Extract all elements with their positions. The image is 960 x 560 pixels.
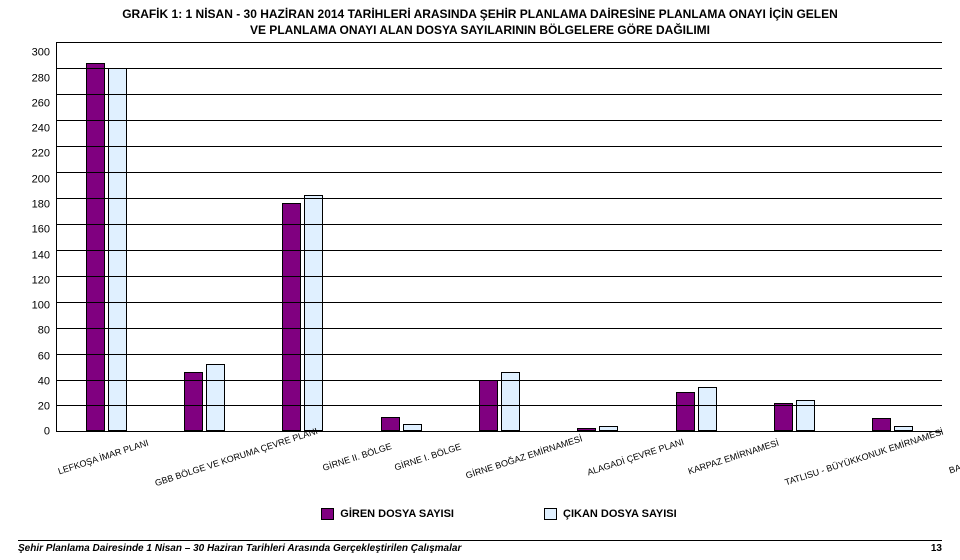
bar-outgoing [403,424,422,432]
y-tick-label: 180 [32,199,50,210]
y-tick-label: 280 [32,73,50,84]
x-tick-label: ALAGADİ ÇEVRE PLANI [585,432,686,504]
x-tick-label: GİRNE I. BÖLGE [393,432,463,504]
bar-incoming [282,203,301,431]
bar-outgoing [304,195,323,431]
y-tick-label: 120 [32,275,50,286]
bar-outgoing [501,372,520,432]
legend-label-outgoing: ÇIKAN DOSYA SAYISI [563,508,677,520]
legend-swatch-incoming [321,508,334,520]
y-tick-label: 220 [32,149,50,160]
y-tick-label: 0 [44,427,50,438]
y-tick-label: 60 [38,351,50,362]
grid-line [57,94,942,95]
bar-group [844,42,942,431]
bar-outgoing [894,426,913,431]
x-tick-label: GBB BÖLGE VE KORUMA ÇEVRE PLANI [151,432,322,504]
grid-line [57,354,942,355]
grid-line [57,380,942,381]
x-tick-label: BAFRA EMİRNAMESİ [947,432,960,504]
y-tick-label: 200 [32,174,50,185]
plot-area [56,42,942,432]
grid-line [57,68,942,69]
y-tick-label: 100 [32,301,50,312]
chart-title: GRAFİK 1: 1 NİSAN - 30 HAZİRAN 2014 TARİ… [18,6,942,38]
bar-group [647,42,745,431]
grid-line [57,302,942,303]
x-axis: LEFKOŞA İMAR PLANIGBB BÖLGE VE KORUMA ÇE… [56,432,942,504]
bar-group [254,42,352,431]
footer-text: Şehir Planlama Dairesinde 1 Nisan – 30 H… [18,543,461,554]
y-tick-label: 80 [38,326,50,337]
y-axis: 300 280 260 240 220 200 180 160 140 120 100 80 60 40 2… [18,42,56,432]
x-tick-label: LEFKOŞA İMAR PLANI [56,432,151,504]
bar-incoming [381,417,400,431]
footer-page-number: 13 [931,543,942,554]
bar-outgoing [698,387,717,431]
page: GRAFİK 1: 1 NİSAN - 30 HAZİRAN 2014 TARİ… [0,0,960,560]
y-tick-label: 260 [32,98,50,109]
y-tick-label: 40 [38,376,50,387]
grid-line [57,172,942,173]
chart-area: 300 280 260 240 220 200 180 160 140 120 100 80 60 40 2… [18,42,942,432]
bar-group [745,42,843,431]
bar-group [57,42,155,431]
chart-title-line1: GRAFİK 1: 1 NİSAN - 30 HAZİRAN 2014 TARİ… [18,6,942,22]
bar-groups [57,42,942,431]
chart-title-line2: VE PLANLAMA ONAYI ALAN DOSYA SAYILARININ… [18,22,942,38]
legend-swatch-outgoing [544,508,557,520]
legend-label-incoming: GİREN DOSYA SAYISI [340,508,454,520]
grid-line [57,328,942,329]
grid-line [57,42,942,43]
x-tick-label: GİRNE BOĞAZ EMİRNAMESİ [463,432,585,504]
bar-incoming [676,392,695,431]
x-tick-label: GİRNE II. BÖLGE [321,432,393,504]
grid-line [57,146,942,147]
y-tick-label: 140 [32,250,50,261]
grid-line [57,405,942,406]
bar-group [155,42,253,431]
y-tick-label: 160 [32,225,50,236]
bar-outgoing [599,426,618,431]
y-tick-label: 20 [38,402,50,413]
bar-incoming [577,428,596,432]
legend: GİREN DOSYA SAYISI ÇIKAN DOSYA SAYISI [56,508,942,520]
bar-group [450,42,548,431]
x-tick-label: TATLISU - BÜYÜKKONUK EMİRNAMESİ [781,432,947,504]
page-footer: Şehir Planlama Dairesinde 1 Nisan – 30 H… [18,540,942,554]
grid-line [57,224,942,225]
legend-item-outgoing: ÇIKAN DOSYA SAYISI [544,508,677,520]
bar-incoming [872,418,891,431]
bar-incoming [774,403,793,432]
bar-outgoing [206,364,225,431]
bar-group [352,42,450,431]
grid-line [57,120,942,121]
y-tick-label: 240 [32,124,50,135]
grid-line [57,276,942,277]
x-tick-label: KARPAZ EMİRNAMESİ [686,432,781,504]
legend-item-incoming: GİREN DOSYA SAYISI [321,508,454,520]
bar-incoming [86,63,105,431]
bar-group [549,42,647,431]
grid-line [57,250,942,251]
grid-line [57,198,942,199]
bar-incoming [184,372,203,432]
y-tick-label: 300 [32,48,50,59]
